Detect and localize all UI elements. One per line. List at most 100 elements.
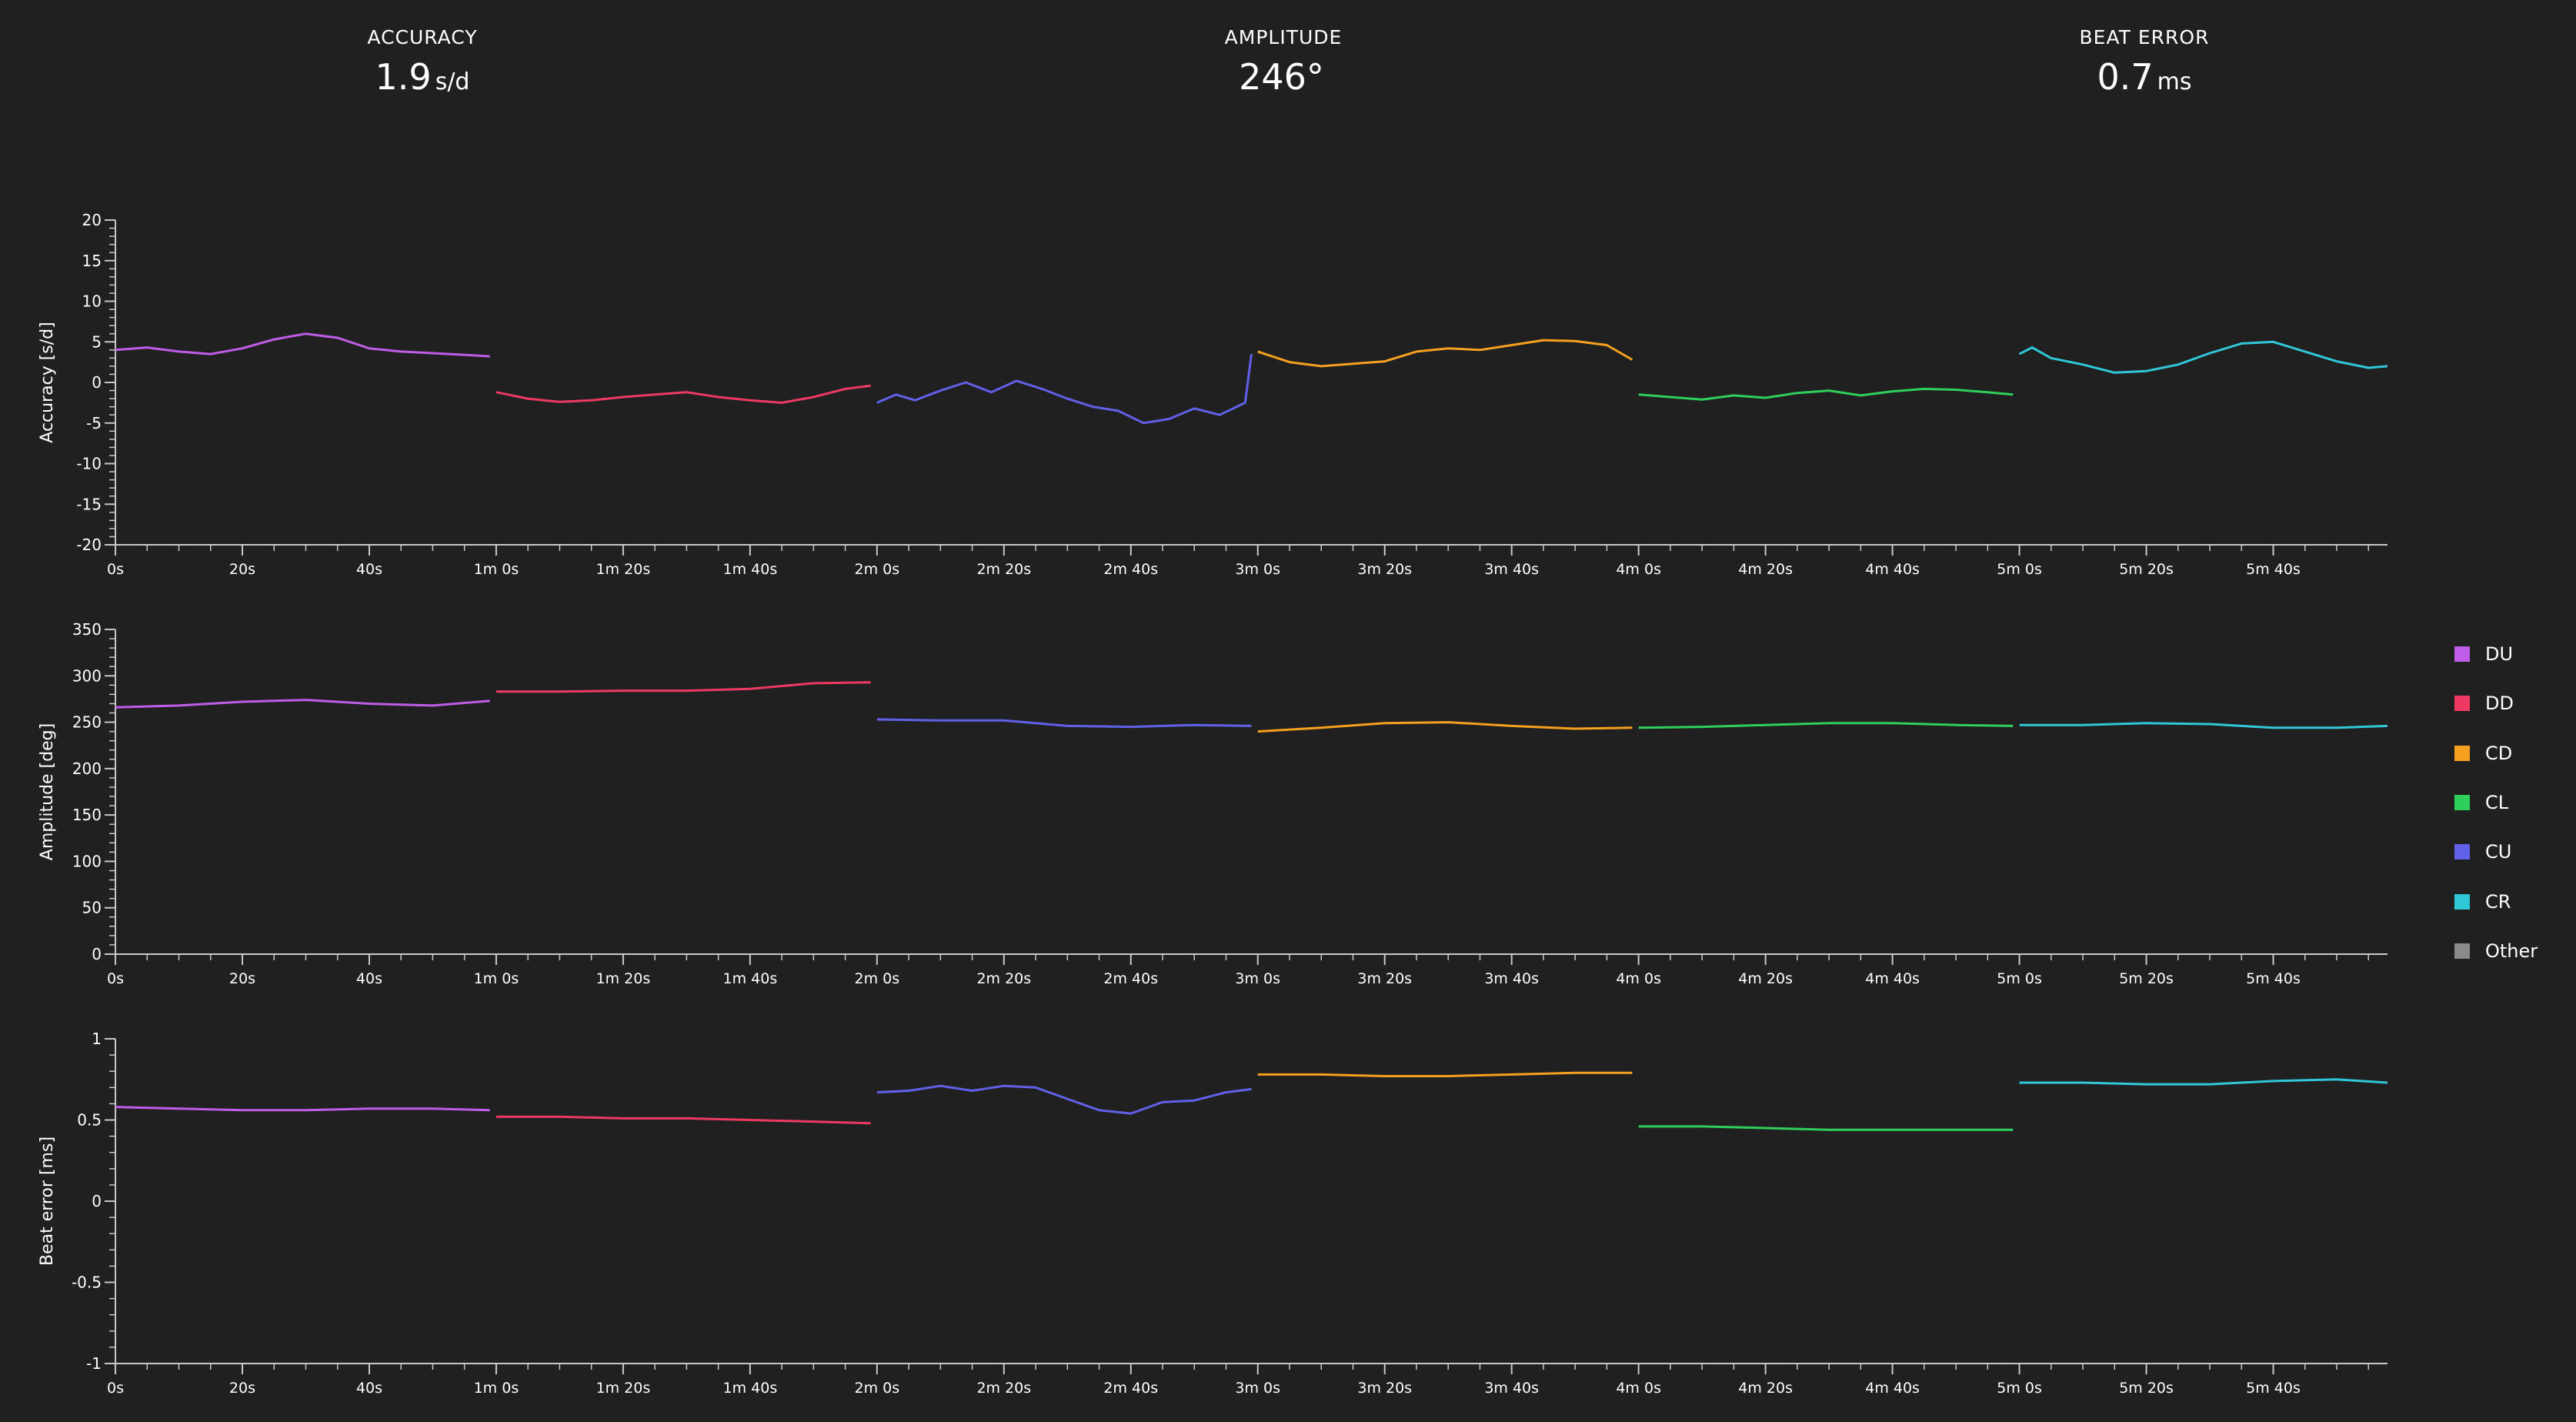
amplitude-x-tick-label: 2m 20s	[976, 970, 1031, 987]
amplitude-x-tick-label: 4m 40s	[1865, 970, 1920, 987]
amplitude-y-tick-label: 0	[92, 945, 102, 963]
beat-error-x-tick-label: 2m 20s	[976, 1380, 1031, 1397]
accuracy-value-row: 1.9 s/d	[230, 56, 615, 98]
amplitude-y-tick-label: 300	[72, 666, 102, 685]
accuracy-stat: ACCURACY 1.9 s/d	[230, 26, 615, 98]
accuracy-x-tick-label: 2m 40s	[1103, 561, 1158, 578]
accuracy-y-tick-label: -20	[76, 536, 102, 554]
amplitude-y-tick-label: 100	[72, 852, 102, 870]
beat-error-x-tick-label: 1m 20s	[596, 1380, 651, 1397]
beat-error-series-du	[115, 1106, 490, 1112]
beat-error-x-tick-label: 3m 40s	[1484, 1380, 1539, 1397]
amplitude-y-tick-label: 150	[72, 806, 102, 824]
beat-error-y-tick-label: 1	[92, 1030, 102, 1048]
amplitude-value-row: 246°	[1091, 56, 1476, 98]
accuracy-series-dd	[496, 384, 871, 404]
amplitude-x-tick-label: 5m 20s	[2119, 970, 2174, 987]
beat-error-y-axis-title: Beat error [ms]	[38, 1137, 57, 1266]
amplitude-x-tick-label: 5m 40s	[2246, 970, 2301, 987]
beat-error-series-cl	[1638, 1125, 2014, 1131]
legend-item-cr[interactable]: CR	[2454, 876, 2538, 926]
accuracy-x-tick-label: 2m 20s	[976, 561, 1031, 578]
accuracy-x-tick-label: 2m 0s	[855, 561, 900, 578]
beat-error-value-row: 0.7 ms	[1952, 56, 2337, 98]
beat-error-series-cu	[876, 1084, 1252, 1115]
amplitude-x-tick-label: 0s	[107, 970, 124, 987]
legend-item-dd[interactable]: DD	[2454, 679, 2538, 728]
amplitude-series-cl	[1638, 722, 2014, 729]
beat-error-x-tick-label: 40s	[356, 1380, 382, 1397]
accuracy-x-tick-label: 1m 20s	[596, 561, 651, 578]
amplitude-y-tick-label: 350	[72, 620, 102, 639]
beat-error-y-tick-label: 0	[92, 1192, 102, 1210]
beat-error-x-tick-label: 2m 0s	[855, 1380, 900, 1397]
legend-label: Other	[2485, 940, 2538, 962]
amplitude-x-tick-label: 1m 40s	[723, 970, 778, 987]
accuracy-y-tick-label: 15	[82, 252, 102, 270]
accuracy-label: ACCURACY	[367, 26, 478, 48]
legend: DU DD CD CL CU CR Other	[2454, 629, 2538, 976]
legend-label: DD	[2485, 693, 2514, 715]
beat-error-unit: ms	[2157, 68, 2192, 95]
amplitude-stat: AMPLITUDE 246°	[1091, 26, 1476, 98]
accuracy-y-tick-label: 0	[92, 373, 102, 392]
amplitude-x-tick-label: 2m 0s	[855, 970, 900, 987]
beat-error-x-tick-label: 5m 40s	[2246, 1380, 2301, 1397]
accuracy-x-tick-label: 40s	[356, 561, 382, 578]
amplitude-x-tick-label: 5m 0s	[1997, 970, 2042, 987]
accuracy-y-axis-title: Accuracy [s/d]	[38, 322, 57, 442]
legend-swatch	[2454, 696, 2470, 712]
accuracy-x-tick-label: 0s	[107, 561, 124, 578]
accuracy-x-tick-label: 1m 40s	[723, 561, 778, 578]
legend-item-cu[interactable]: CU	[2454, 827, 2538, 876]
amplitude-x-tick-label: 3m 0s	[1235, 970, 1280, 987]
accuracy-x-tick-label: 5m 20s	[2119, 561, 2174, 578]
amplitude-x-tick-label: 1m 20s	[596, 970, 651, 987]
beat-error-x-tick-label: 20s	[229, 1380, 255, 1397]
amplitude-x-tick-label: 20s	[229, 970, 255, 987]
amplitude-series-dd	[496, 681, 871, 693]
legend-label: CU	[2485, 841, 2512, 863]
legend-item-cl[interactable]: CL	[2454, 778, 2538, 827]
amplitude-y-tick-label: 250	[72, 713, 102, 732]
accuracy-y-tick-label: 10	[82, 292, 102, 311]
amplitude-x-tick-label: 1m 0s	[474, 970, 519, 987]
beat-error-x-tick-label: 3m 0s	[1235, 1380, 1280, 1397]
amplitude-x-tick-label: 4m 20s	[1738, 970, 1793, 987]
amplitude-x-tick-label: 40s	[356, 970, 382, 987]
beat-error-series-dd	[496, 1115, 871, 1125]
accuracy-x-tick-label: 1m 0s	[474, 561, 519, 578]
legend-label: CD	[2485, 742, 2513, 764]
accuracy-series-cl	[1638, 387, 2014, 401]
amplitude-x-tick-label: 3m 40s	[1484, 970, 1539, 987]
amplitude-label: AMPLITUDE	[1224, 26, 1343, 48]
amplitude-x-tick-label: 2m 40s	[1103, 970, 1158, 987]
amplitude-x-tick-label: 3m 20s	[1357, 970, 1412, 987]
accuracy-x-tick-label: 5m 40s	[2246, 561, 2301, 578]
accuracy-x-tick-label: 4m 40s	[1865, 561, 1920, 578]
accuracy-x-tick-label: 3m 40s	[1484, 561, 1539, 578]
beat-error-x-tick-label: 1m 40s	[723, 1380, 778, 1397]
amplitude-y-axis-title: Amplitude [deg]	[38, 723, 57, 860]
legend-item-cd[interactable]: CD	[2454, 729, 2538, 778]
accuracy-x-tick-label: 5m 0s	[1997, 561, 2042, 578]
legend-item-du[interactable]: DU	[2454, 629, 2538, 679]
accuracy-x-tick-label: 4m 0s	[1616, 561, 1661, 578]
beat-error-series-cr	[2019, 1078, 2388, 1086]
beat-error-value: 0.7	[2097, 56, 2154, 98]
legend-swatch	[2454, 893, 2470, 910]
amplitude-value: 246°	[1239, 56, 1324, 98]
accuracy-x-tick-label: 3m 0s	[1235, 561, 1280, 578]
beat-error-y-tick-label: -1	[86, 1354, 102, 1373]
legend-item-other[interactable]: Other	[2454, 926, 2538, 976]
beat-error-y-tick-label: -0.5	[72, 1273, 102, 1292]
legend-label: DU	[2485, 643, 2514, 666]
amplitude-series-cd	[1257, 721, 1633, 733]
accuracy-x-tick-label: 3m 20s	[1357, 561, 1412, 578]
accuracy-y-tick-label: 5	[92, 332, 102, 351]
beat-error-label: BEAT ERROR	[2079, 26, 2210, 48]
beat-error-x-tick-label: 0s	[107, 1380, 124, 1397]
amplitude-series-cr	[2019, 722, 2388, 729]
accuracy-series-cd	[1257, 339, 1633, 368]
amplitude-y-tick-label: 50	[82, 899, 102, 917]
